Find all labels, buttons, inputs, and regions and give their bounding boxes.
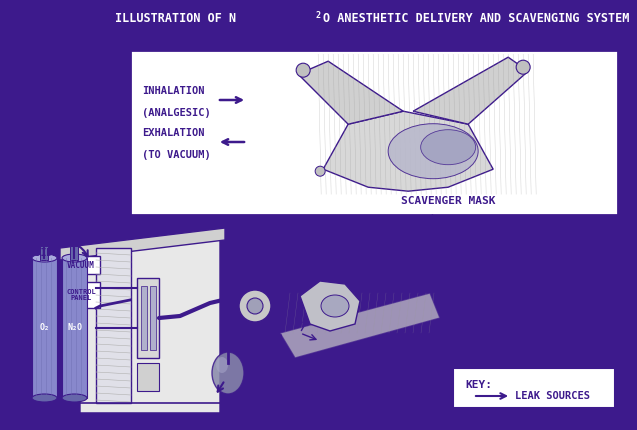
Text: (TO VACUUM): (TO VACUUM) bbox=[142, 150, 211, 160]
Ellipse shape bbox=[62, 394, 87, 402]
Text: 2: 2 bbox=[316, 11, 321, 20]
Bar bbox=[130, 50, 618, 215]
Text: ILLUSTRATION OF N: ILLUSTRATION OF N bbox=[115, 12, 236, 25]
Polygon shape bbox=[280, 293, 440, 358]
Bar bbox=[137, 278, 159, 358]
Text: Illustrator: Richard A. Carlson: Illustrator: Richard A. Carlson bbox=[231, 415, 405, 425]
Text: EXHALATION: EXHALATION bbox=[142, 128, 204, 138]
Ellipse shape bbox=[32, 254, 57, 262]
Polygon shape bbox=[413, 57, 528, 124]
Text: LEAK SOURCES: LEAK SOURCES bbox=[515, 391, 590, 401]
Text: VACUUM: VACUUM bbox=[67, 261, 95, 270]
Circle shape bbox=[247, 298, 263, 314]
Text: CONTROL
PANEL: CONTROL PANEL bbox=[66, 289, 96, 301]
Polygon shape bbox=[80, 228, 220, 413]
Text: INHALATION: INHALATION bbox=[142, 86, 204, 96]
Polygon shape bbox=[300, 281, 360, 331]
Ellipse shape bbox=[321, 295, 349, 317]
Ellipse shape bbox=[216, 357, 228, 373]
Text: O ANESTHETIC DELIVERY AND SCAVENGING SYSTEM: O ANESTHETIC DELIVERY AND SCAVENGING SYS… bbox=[323, 12, 629, 25]
Bar bbox=[141, 286, 147, 350]
Circle shape bbox=[516, 60, 530, 74]
Circle shape bbox=[77, 308, 85, 316]
FancyBboxPatch shape bbox=[63, 256, 100, 274]
Bar bbox=[96, 248, 131, 403]
Bar bbox=[70, 246, 78, 260]
Ellipse shape bbox=[388, 124, 478, 179]
Ellipse shape bbox=[420, 130, 476, 165]
Circle shape bbox=[315, 166, 325, 176]
Ellipse shape bbox=[212, 352, 244, 394]
Text: FLOW
ADJUST: FLOW ADJUST bbox=[249, 256, 287, 278]
Polygon shape bbox=[60, 228, 225, 260]
Bar bbox=[62, 258, 87, 398]
Text: (ANALGESIC): (ANALGESIC) bbox=[142, 108, 211, 118]
Bar bbox=[137, 363, 159, 391]
Polygon shape bbox=[323, 111, 493, 191]
Polygon shape bbox=[298, 61, 403, 124]
Text: O₂: O₂ bbox=[39, 323, 50, 332]
Text: TO
OUTSIDE: TO OUTSIDE bbox=[18, 236, 59, 258]
FancyBboxPatch shape bbox=[63, 282, 100, 308]
Text: KEY:: KEY: bbox=[465, 380, 492, 390]
Bar bbox=[150, 286, 156, 350]
Circle shape bbox=[296, 63, 310, 77]
Ellipse shape bbox=[62, 254, 87, 262]
Bar bbox=[40, 246, 48, 260]
Bar bbox=[32, 258, 57, 398]
Circle shape bbox=[239, 290, 271, 322]
Text: N₂O: N₂O bbox=[67, 323, 82, 332]
Text: SCAVENGER MASK: SCAVENGER MASK bbox=[401, 196, 496, 206]
Bar bbox=[453, 368, 615, 408]
Ellipse shape bbox=[32, 394, 57, 402]
